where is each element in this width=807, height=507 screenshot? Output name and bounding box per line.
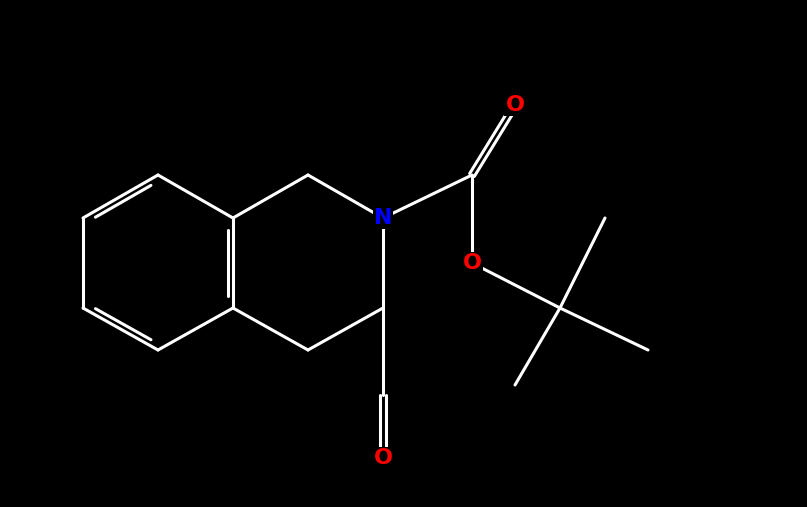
Text: N: N bbox=[374, 208, 392, 228]
Text: O: O bbox=[374, 448, 392, 468]
Text: O: O bbox=[462, 253, 482, 273]
Text: O: O bbox=[505, 95, 525, 115]
